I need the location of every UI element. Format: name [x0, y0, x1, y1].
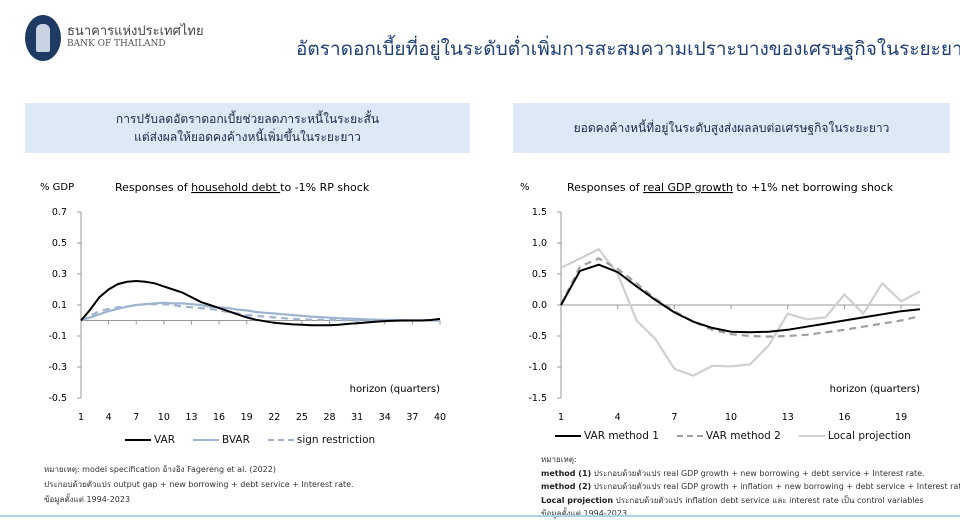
chart-title-title-suffix: to +1% net borrowing shock — [733, 181, 894, 194]
left-notes: หมายเหตุ: model specification อ้างอิง Fa… — [44, 465, 354, 504]
y-tick-label: 0.3 — [52, 269, 67, 280]
chart-title: Responses of household debt to -1% RP sh… — [115, 181, 370, 194]
y-tick-label: -0.5 — [528, 331, 547, 342]
legend-item-bvar: BVAR — [193, 434, 250, 446]
household-debt-chart: % GDP Responses of household debt to -1% … — [40, 181, 446, 423]
x-tick-label: 40 — [434, 412, 446, 423]
x-tick-label: 16 — [838, 412, 850, 423]
legend-item-var: VAR — [125, 434, 175, 446]
y-tick-label: 1.0 — [532, 238, 547, 249]
left-heading-line1: การปรับลดอัตราดอกเบี้ยช่วยลดภาระหนี้ในระ… — [115, 112, 380, 126]
series-line-var — [80, 279, 441, 327]
x-tick-label: 28 — [323, 412, 335, 423]
x-axis-label: horizon (quarters) — [350, 384, 440, 395]
y-axis-label: % — [520, 182, 530, 193]
y-tick-label: 0.0 — [532, 300, 547, 311]
y-tick-label: -0.1 — [48, 331, 67, 342]
x-tick-label: 4 — [615, 412, 621, 423]
legend-item-var-method-1: VAR method 1 — [555, 430, 659, 442]
x-tick-label: 25 — [296, 412, 308, 423]
x-tick-label: 1 — [558, 412, 564, 423]
series-line-bvar — [80, 301, 441, 322]
x-tick-label: 19 — [241, 412, 253, 423]
legend-item-local-projection: Local projection — [798, 430, 911, 442]
left-heading-line2: แต่ส่งผลให้ยอดคงค้างหนี้เพิ่มขึ้นในระยะย… — [134, 130, 361, 144]
x-tick-label: 19 — [895, 412, 907, 423]
x-tick-label: 37 — [406, 412, 418, 423]
y-axis-label: % GDP — [40, 182, 74, 193]
y-tick-label: 0.5 — [52, 238, 67, 249]
x-tick-label: 4 — [106, 412, 112, 423]
y-tick-label: -1.5 — [528, 393, 547, 404]
chart-title-title-underlined: real GDP growth — [643, 181, 733, 194]
chart-title-title-prefix: Responses of — [115, 181, 191, 194]
left-panel-heading: การปรับลดอัตราดอกเบี้ยช่วยลดภาระหนี้ในระ… — [25, 103, 470, 153]
x-tick-label: 13 — [185, 412, 197, 423]
chart-title: Responses of real GDP growth to +1% net … — [567, 181, 894, 194]
x-tick-label: 10 — [158, 412, 170, 423]
x-tick-label: 7 — [133, 412, 139, 423]
right-panel-heading: ยอดคงค้างหนี้ที่อยู่ในระดับสูงส่งผลลบต่อ… — [513, 103, 950, 153]
x-tick-label: 31 — [351, 412, 363, 423]
y-tick-label: 0.5 — [532, 269, 547, 280]
y-tick-label: -0.5 — [48, 393, 67, 404]
chart-title-title-suffix: to -1% RP shock — [280, 181, 370, 194]
legend-item-var-method-2: VAR method 2 — [676, 430, 781, 442]
x-tick-label: 1 — [78, 412, 84, 423]
bank-of-thailand-logo — [25, 15, 61, 61]
x-tick-label: 10 — [725, 412, 737, 423]
right-notes: หมายเหตุ: method (1) ประกอบด้วยตัวแปร re… — [541, 455, 960, 518]
right-legend: VAR method 1 VAR method 2 Local projecti… — [555, 430, 911, 442]
series-line-local-projection — [560, 247, 921, 377]
bank-name-english: BANK OF THAILAND — [67, 39, 166, 49]
y-tick-label: -1.0 — [528, 362, 547, 373]
x-tick-label: 34 — [379, 412, 391, 423]
chart-title-title-prefix: Responses of — [567, 181, 643, 194]
bank-name-thai: ธนาคารแห่งประเทศไทย — [67, 24, 204, 39]
left-legend: VAR BVAR sign restriction — [125, 434, 375, 446]
x-tick-label: 13 — [782, 412, 794, 423]
y-tick-label: -0.3 — [48, 362, 67, 373]
slide-title: อัตราดอกเบี้ยที่อยู่ในระดับต่ำเพิ่มการสะ… — [296, 38, 960, 60]
chart-title-title-underlined: household debt — [191, 181, 280, 194]
gdp-growth-chart: % Responses of real GDP growth to +1% net… — [520, 181, 921, 423]
y-tick-label: 0.7 — [52, 207, 67, 218]
x-tick-label: 22 — [268, 412, 280, 423]
legend-item-sign-restriction: sign restriction — [267, 434, 375, 446]
footer-divider — [0, 515, 960, 517]
series-line-var-method-2 — [560, 257, 921, 338]
right-heading: ยอดคงค้างหนี้ที่อยู่ในระดับสูงส่งผลลบต่อ… — [573, 121, 890, 135]
y-tick-label: 0.1 — [52, 300, 67, 311]
x-axis-label: horizon (quarters) — [830, 384, 920, 395]
x-tick-label: 16 — [213, 412, 225, 423]
series-line-var-method-1 — [560, 263, 921, 334]
x-tick-label: 7 — [671, 412, 677, 423]
y-tick-label: 1.5 — [532, 207, 547, 218]
